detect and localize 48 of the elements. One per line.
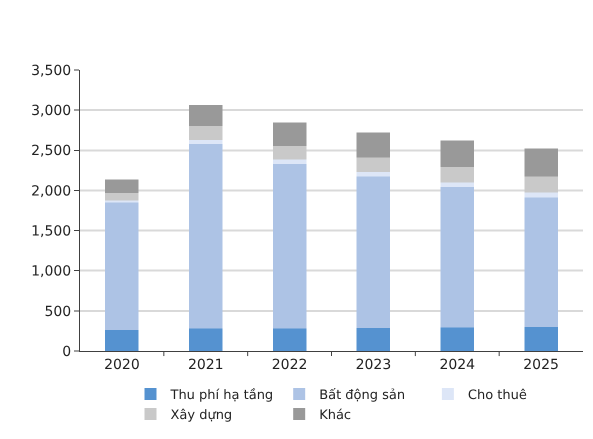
bar bbox=[272, 122, 306, 146]
bar bbox=[188, 328, 223, 351]
bar bbox=[440, 328, 474, 351]
y-tick-label: 3,000 bbox=[31, 103, 72, 120]
y-tick-label: 1,000 bbox=[31, 264, 72, 280]
bar bbox=[105, 202, 139, 330]
bar bbox=[356, 132, 390, 158]
bar bbox=[105, 193, 139, 200]
bar bbox=[440, 182, 474, 188]
bar bbox=[188, 126, 223, 140]
y-tick-label: 2,000 bbox=[31, 183, 72, 200]
bar bbox=[524, 148, 558, 176]
y-tick-label: 2,500 bbox=[31, 143, 72, 160]
bar bbox=[272, 160, 306, 164]
legend-label: Khác bbox=[319, 408, 352, 424]
x-tick-label: 2021 bbox=[188, 356, 224, 373]
bar bbox=[356, 172, 390, 176]
bar bbox=[188, 104, 223, 126]
x-tick-label: 2020 bbox=[104, 356, 140, 373]
bar bbox=[440, 167, 474, 182]
bar bbox=[272, 328, 306, 351]
bar bbox=[524, 192, 558, 198]
bar bbox=[272, 164, 306, 329]
bar bbox=[105, 180, 139, 194]
bar bbox=[188, 144, 223, 329]
x-tick-label: 2023 bbox=[356, 356, 392, 373]
legend-label: Cho thuê bbox=[468, 388, 527, 404]
legend-label: Thu phí hạ tầng bbox=[170, 387, 274, 404]
legend-label: Xây dựng bbox=[170, 408, 232, 424]
bar bbox=[524, 198, 558, 327]
x-tick-label: 2024 bbox=[439, 356, 476, 373]
legend-label: Bất động sản bbox=[319, 388, 406, 404]
bar bbox=[105, 330, 139, 351]
bar bbox=[356, 158, 390, 172]
bar bbox=[356, 176, 390, 328]
bar bbox=[272, 146, 306, 160]
bar bbox=[524, 176, 558, 192]
y-tick-label: 1,500 bbox=[31, 223, 72, 240]
y-tick-label: 3,500 bbox=[31, 62, 72, 79]
y-tick-label: 500 bbox=[44, 304, 72, 320]
bar bbox=[356, 328, 390, 351]
bar bbox=[188, 140, 223, 144]
bar bbox=[440, 187, 474, 328]
bar bbox=[524, 326, 558, 351]
x-tick-label: 2025 bbox=[523, 356, 559, 373]
x-tick-label: 2022 bbox=[272, 356, 308, 373]
bar bbox=[440, 140, 474, 168]
y-tick-label: 0 bbox=[62, 344, 72, 360]
